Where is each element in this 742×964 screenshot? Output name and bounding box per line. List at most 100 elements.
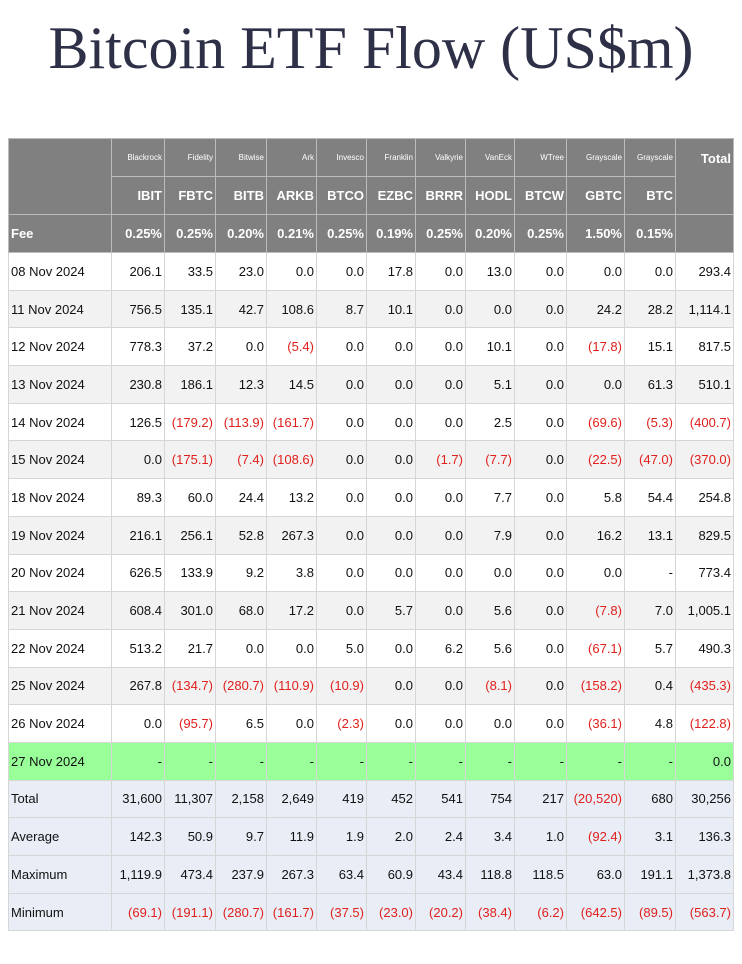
flow-value: (67.1) [566,628,625,668]
daily-row: 25 Nov 2024 267.8 (134.7) (280.7) (110.9) (10… [8,666,734,706]
flow-value: 7.7 [465,478,515,517]
flow-value: 0.0 [514,365,567,404]
flow-value: 419 [316,779,367,819]
flow-value: 7.0 [624,591,676,630]
flow-value: 0.0 [366,440,416,480]
daily-row: 18 Nov 2024 89.3 60.0 24.4 13.2 0.0 0.0 0.0 7.7 0… [8,478,734,517]
flow-value: (7.4) [215,440,267,480]
row-label: Minimum [8,892,112,932]
ticker: GBTC [566,176,625,215]
ticker: EZBC [366,176,416,215]
flow-value: 778.3 [111,327,165,367]
flow-value: 0.0 [266,704,317,743]
flow-value: 0.0 [465,704,515,743]
daily-row: 26 Nov 2024 0.0 (95.7) 6.5 0.0 (2.3) 0.0 0.0 0.0… [8,704,734,743]
fee: 0.25% [514,214,567,253]
flow-value: 142.3 [111,817,165,856]
flow-value: 0.0 [316,440,367,480]
flow-value: 267.8 [111,666,165,706]
row-label: 20 Nov 2024 [8,553,112,593]
flow-value: 2,649 [266,779,317,819]
summary-rows: Total 31,600 11,307 2,158 2,649 419 452 541 754 2… [8,779,734,932]
flow-value: 42.7 [215,289,267,329]
flow-value: 61.3 [624,365,676,404]
flow-value: 1,005.1 [675,591,734,630]
flow-value: (563.7) [675,892,734,932]
flow-value: 37.2 [164,327,216,367]
flow-value: 186.1 [164,365,216,404]
flow-value: - [366,741,416,781]
row-label: 12 Nov 2024 [8,327,112,367]
fee: 0.25% [164,214,216,253]
flow-value: (191.1) [164,892,216,932]
flow-value: (161.7) [266,402,317,442]
ticker: HODL [465,176,515,215]
flow-value: (1.7) [415,440,466,480]
flow-value: 118.5 [514,855,567,894]
daily-row: 08 Nov 2024 206.1 33.5 23.0 0.0 0.0 17.8 0.0 13.… [8,252,734,291]
ticker: IBIT [111,176,165,215]
flow-value: 267.3 [266,855,317,894]
flow-value: (642.5) [566,892,625,932]
issuer-name: Fidelity [164,138,216,177]
issuer-row: Blackrock Fidelity Bitwise Ark Invesco Frankl… [8,138,734,215]
flow-value: 43.4 [415,855,466,894]
flow-value: (161.7) [266,892,317,932]
issuer-name: Franklin [366,138,416,177]
fee-label: Fee [8,214,112,253]
flow-value: 0.0 [215,327,267,367]
flow-value: 0.0 [366,515,416,555]
flow-value: 6.2 [415,628,466,668]
flow-value: 452 [366,779,416,819]
flow-value: 15.1 [624,327,676,367]
flow-value: 0.4 [624,666,676,706]
ticker: BITB [215,176,267,215]
total-header: Total [675,138,734,215]
row-label: 14 Nov 2024 [8,402,112,442]
row-label: 25 Nov 2024 [8,666,112,706]
flow-value: 0.0 [514,704,567,743]
flow-value: 63.4 [316,855,367,894]
flow-value: (122.8) [675,704,734,743]
flow-value: 6.5 [215,704,267,743]
issuer-name: Grayscale [624,138,676,177]
flow-value: (6.2) [514,892,567,932]
flow-value: 0.0 [415,666,466,706]
flow-value: (7.8) [566,591,625,630]
flow-value: 0.0 [316,591,367,630]
flow-value: 1.9 [316,817,367,856]
flow-value: 0.0 [366,704,416,743]
flow-value: 135.1 [164,289,216,329]
ticker: FBTC [164,176,216,215]
flow-value: 11,307 [164,779,216,819]
flow-value: 490.3 [675,628,734,668]
flow-value: 14.5 [266,365,317,404]
daily-row: 14 Nov 2024 126.5 (179.2) (113.9) (161.7) 0.0… [8,402,734,442]
flow-value: 0.0 [415,704,466,743]
flow-value: 16.2 [566,515,625,555]
flow-value: 829.5 [675,515,734,555]
flow-value: 817.5 [675,327,734,367]
flow-value: 89.3 [111,478,165,517]
fee: 0.25% [316,214,367,253]
fee: 0.15% [624,214,676,253]
flow-value: 0.0 [566,252,625,291]
flow-value: (2.3) [316,704,367,743]
flow-value: 60.0 [164,478,216,517]
row-label: 26 Nov 2024 [8,704,112,743]
issuer-name: WTree [514,138,567,177]
daily-row: 19 Nov 2024 216.1 256.1 52.8 267.3 0.0 0.0 0.0 7… [8,515,734,555]
daily-row: 21 Nov 2024 608.4 301.0 68.0 17.2 0.0 5.7 0.0 5.… [8,591,734,630]
flow-value: 0.0 [215,628,267,668]
flow-value: 0.0 [465,289,515,329]
row-label: Total [8,779,112,819]
flow-value: 4.8 [624,704,676,743]
flow-value: 0.0 [415,591,466,630]
issuer-name: VanEck [465,138,515,177]
summary-row: Total 31,600 11,307 2,158 2,649 419 452 541 754 2… [8,779,734,819]
flow-value: 1,119.9 [111,855,165,894]
flow-value: 0.0 [465,553,515,593]
fee: 0.25% [111,214,165,253]
flow-value: 13.1 [624,515,676,555]
flow-value: (280.7) [215,892,267,932]
